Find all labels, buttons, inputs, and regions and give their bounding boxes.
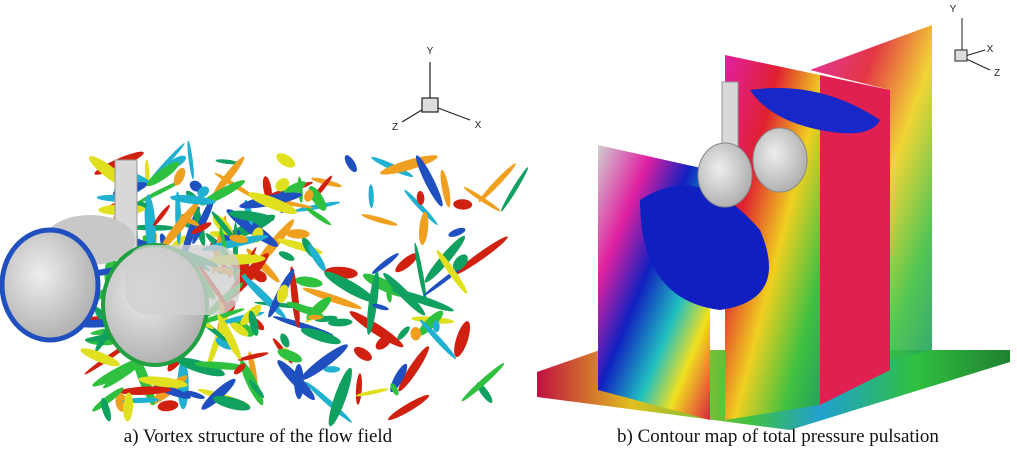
axis-label: X <box>987 44 994 55</box>
caption: a) Vortex structure of the flow field <box>124 426 393 447</box>
vortex-tube <box>299 325 342 348</box>
vortex-tube <box>355 373 363 405</box>
vortex-tube <box>371 251 401 276</box>
vortex-tube <box>304 206 332 227</box>
vortex-tube <box>386 392 431 423</box>
vortex-tube <box>342 153 359 174</box>
vortex-tube <box>294 275 323 289</box>
vortex-tube <box>460 361 506 403</box>
vortex-tube <box>451 319 474 358</box>
wheel <box>753 128 807 192</box>
vortex-tube <box>305 243 328 274</box>
vortex-tube <box>325 366 356 428</box>
vortex-tube <box>453 199 472 210</box>
axis-label: X <box>475 120 482 131</box>
axis-triad <box>955 18 990 70</box>
vortex-tube <box>186 140 195 179</box>
caption: b) Contour map of total pressure pulsati… <box>617 426 939 447</box>
axis-label: Y <box>950 4 957 15</box>
vortex-tube <box>274 150 298 170</box>
vortex-tube <box>368 184 374 208</box>
vortex-tube <box>462 185 501 213</box>
vortex-tube <box>361 212 398 227</box>
vortex-tube <box>274 357 318 403</box>
wheel <box>2 230 98 340</box>
axis-triad <box>402 62 470 122</box>
vortex-tube <box>277 249 295 263</box>
vortex-tube <box>286 229 310 239</box>
figure: Y Z X Y X Z a) Vortex structure of the f… <box>0 0 1017 454</box>
vortex-tube <box>352 344 375 364</box>
wheel <box>698 143 752 207</box>
axis-label: Z <box>392 122 398 133</box>
axis-label: Y <box>427 46 434 57</box>
axle-body <box>125 245 240 315</box>
axis-label: Z <box>994 68 1000 79</box>
